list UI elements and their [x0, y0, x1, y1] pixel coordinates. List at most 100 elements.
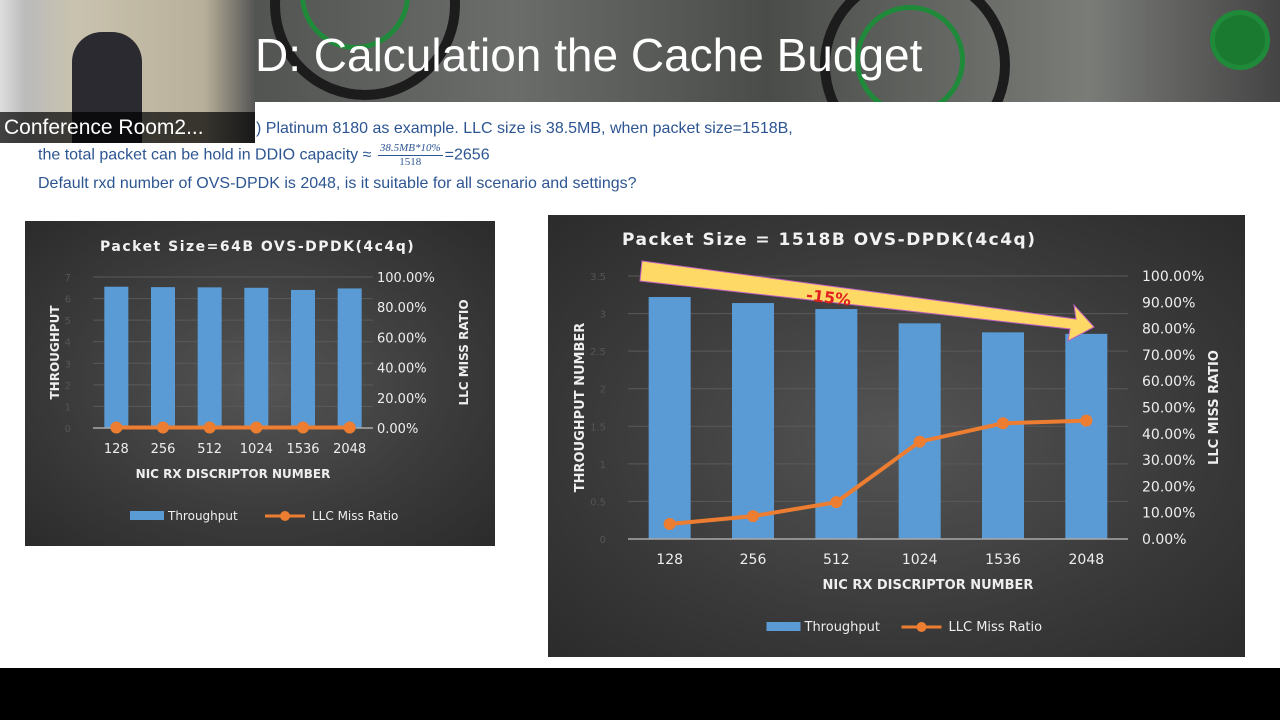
x-tick-label: 2048 — [1069, 552, 1105, 568]
y2-tick-label: 20.00% — [377, 392, 427, 407]
y-tick-label: 5 — [65, 316, 71, 327]
bar-throughput — [337, 288, 362, 428]
llc-miss-point — [250, 421, 263, 434]
y2-tick-label: 40.00% — [377, 362, 427, 377]
y-axis-label: THROUGHPUT NUMBER — [573, 323, 588, 493]
x-tick-label: 512 — [823, 552, 850, 568]
x-tick-label: 1024 — [240, 442, 273, 457]
y2-axis-label: LLC MISS RATIO — [1207, 350, 1222, 465]
x-tick-label: 128 — [104, 442, 129, 457]
x-tick-label: 1024 — [902, 552, 938, 568]
y-tick-label: 2.5 — [590, 347, 606, 358]
bar-throughput — [291, 289, 315, 428]
body-line-1: ) Platinum 8180 as example. LLC size is … — [256, 120, 793, 137]
trend-arrow — [639, 260, 1095, 342]
slide-title: D: Calculation the Cache Budget — [255, 29, 923, 81]
webcam-label: Conference Room2... — [0, 112, 255, 143]
llc-miss-point — [343, 421, 356, 434]
fraction-denominator: 1518 — [399, 156, 422, 168]
x-tick-label: 256 — [740, 552, 767, 568]
x-tick-label: 128 — [656, 552, 683, 568]
legend-marker-llc — [280, 511, 290, 521]
body-line-2-prefix: the total packet can be hold in DDIO cap… — [38, 146, 372, 164]
trend-annotation: -15% — [805, 285, 852, 309]
y2-tick-label: 100.00% — [1142, 269, 1204, 285]
y-tick-label: 3.5 — [590, 272, 606, 283]
bar-throughput — [982, 332, 1024, 539]
chart-svg: Packet Size = 1518B OVS-DPDK(4c4q) 0 0.5 1 1… — [573, 230, 1222, 635]
legend-marker-llc — [916, 622, 927, 632]
bar-throughput — [197, 287, 222, 428]
bar-throughput — [244, 287, 269, 428]
llc-miss-point — [1080, 414, 1093, 427]
llc-miss-point — [297, 421, 309, 434]
x-tick-label: 1536 — [985, 552, 1021, 568]
legend-label-throughput: Throughput — [804, 620, 881, 635]
body-line-3: Default rxd number of OVS-DPDK is 2048, … — [38, 175, 637, 192]
legend-label-llc: LLC Miss Ratio — [949, 620, 1043, 635]
legend-swatch-throughput — [130, 511, 164, 520]
formula-fraction: 38.5MB*10% 1518 — [377, 142, 443, 169]
line-llc-miss-ratio — [669, 418, 1087, 527]
llc-miss-point — [663, 518, 676, 531]
y2-axis-label: LLC MISS RATIO — [457, 299, 471, 405]
y-tick-label: 7 — [65, 273, 71, 284]
bar-throughput — [151, 287, 175, 428]
body-line-2: the total packet can be hold in DDIO cap… — [38, 142, 490, 169]
y-tick-label: 1 — [65, 402, 71, 413]
chart-svg: Packet Size=64B OVS-DPDK(4c4q) 0 1 2 3 4 5 6 7 0.… — [48, 239, 471, 523]
bar-throughput — [1065, 333, 1108, 539]
y-tick-label: 6 — [65, 295, 71, 306]
y-tick-label: 1 — [600, 460, 606, 471]
llc-miss-point — [110, 421, 123, 434]
slide-header-banner: D: Calculation the Cache Budget — [0, 0, 1280, 102]
bar-throughput — [104, 286, 129, 428]
y2-tick-label: 80.00% — [1142, 322, 1195, 338]
y2-tick-label: 80.00% — [377, 301, 427, 316]
bar-throughput — [898, 323, 941, 539]
y2-tick-label: 0.00% — [1142, 532, 1186, 548]
decorative-ring — [820, 0, 1010, 102]
legend-label-throughput: Throughput — [167, 509, 238, 523]
chart-title: Packet Size=64B OVS-DPDK(4c4q) — [100, 239, 415, 255]
arrow-circle-icon — [1210, 10, 1270, 70]
y2-tick-label: 90.00% — [1142, 295, 1195, 311]
bar-throughput — [732, 303, 774, 539]
y-axis-label: THROUGHPUT — [48, 305, 62, 400]
x-tick-label: 512 — [197, 442, 222, 457]
chart-1518b: Packet Size = 1518B OVS-DPDK(4c4q) 0 0.5 1 1… — [548, 215, 1245, 657]
y2-tick-label: 40.00% — [1142, 427, 1195, 443]
y2-tick-label: 20.00% — [1142, 479, 1195, 495]
y-tick-label: 0 — [65, 424, 71, 435]
legend-label-llc: LLC Miss Ratio — [312, 509, 398, 523]
llc-miss-point — [830, 496, 843, 509]
y2-tick-label: 30.00% — [1142, 453, 1195, 469]
y-tick-label: 0 — [600, 535, 606, 546]
y-tick-label: 2 — [600, 385, 606, 396]
bar-throughput — [648, 297, 691, 539]
video-bottom-bar — [0, 668, 1280, 720]
llc-miss-point — [997, 417, 1009, 430]
fraction-numerator: 38.5MB*10% — [377, 142, 443, 156]
body-line-2-suffix: =2656 — [444, 146, 490, 164]
chart-title: Packet Size = 1518B OVS-DPDK(4c4q) — [622, 230, 1037, 250]
decorative-ring — [855, 5, 965, 102]
y2-tick-label: 60.00% — [377, 331, 427, 346]
x-axis-label: NIC RX DISCRIPTOR NUMBER — [823, 578, 1034, 593]
y-tick-label: 1.5 — [590, 422, 606, 433]
y-tick-label: 3 — [600, 310, 606, 321]
llc-miss-point — [747, 510, 759, 523]
y-tick-label: 4 — [65, 338, 71, 349]
y2-tick-label: 50.00% — [1142, 401, 1195, 417]
y2-tick-label: 100.00% — [377, 271, 435, 286]
legend-swatch-throughput — [766, 622, 801, 631]
x-axis-label: NIC RX DISCRIPTOR NUMBER — [136, 467, 331, 481]
llc-miss-point — [203, 421, 216, 434]
y-tick-label: 0.5 — [590, 497, 606, 508]
y2-tick-label: 0.00% — [377, 422, 418, 437]
webcam-video-feed: Conference Room2... — [0, 0, 255, 143]
y2-tick-label: 70.00% — [1142, 348, 1195, 364]
x-tick-label: 1536 — [286, 442, 319, 457]
llc-miss-point — [913, 435, 926, 448]
y-tick-label: 2 — [65, 381, 71, 392]
